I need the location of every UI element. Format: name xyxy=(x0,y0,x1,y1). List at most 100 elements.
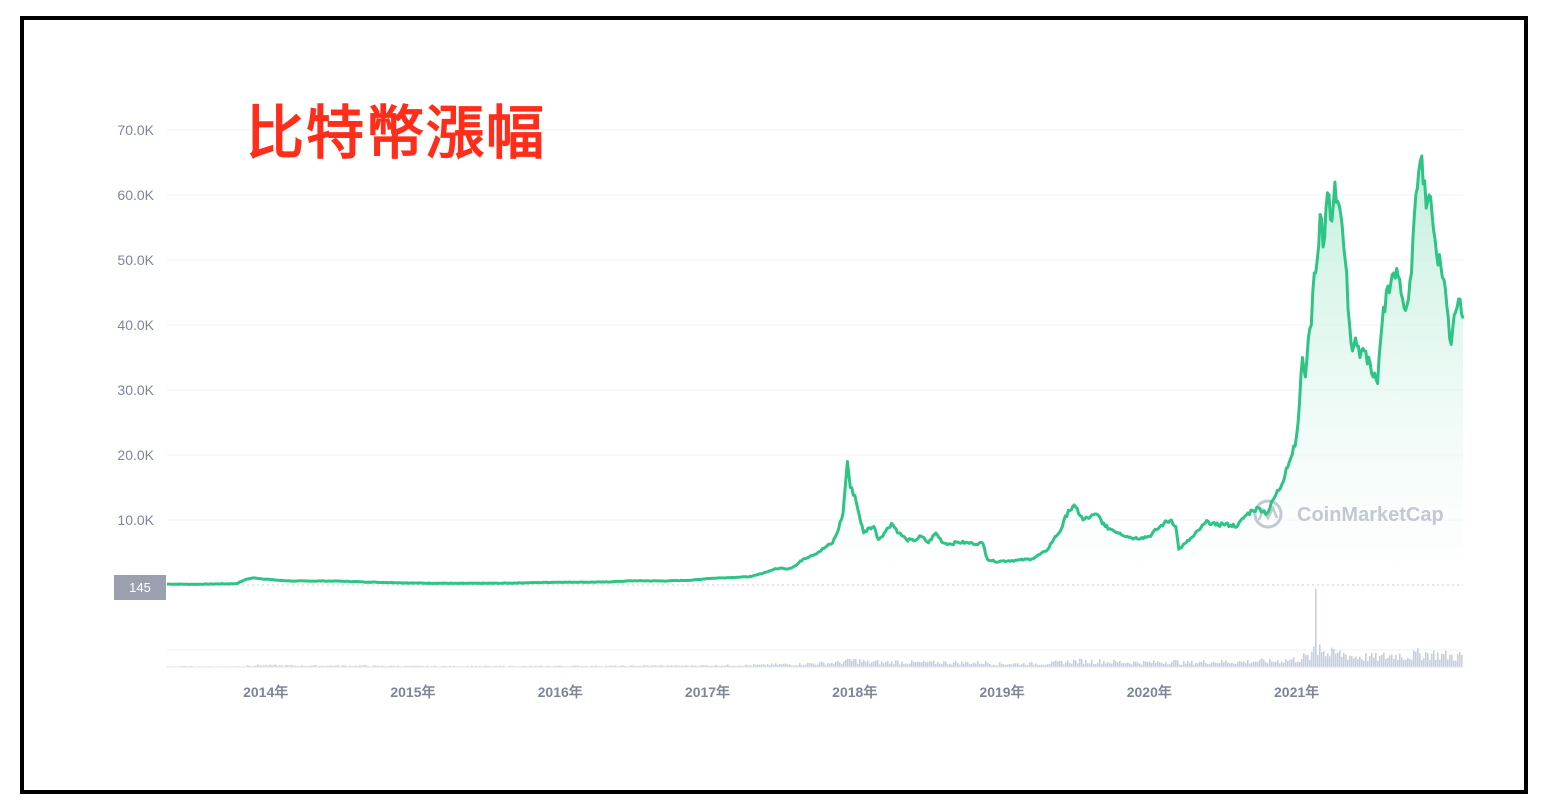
volume-bar xyxy=(1095,664,1097,667)
volume-bar xyxy=(1157,661,1159,667)
volume-bar xyxy=(1253,661,1255,667)
volume-bar xyxy=(1227,662,1229,667)
volume-bar xyxy=(779,663,781,667)
volume-bar xyxy=(1285,659,1287,667)
volume-bar xyxy=(755,664,757,667)
volume-bar xyxy=(1131,664,1133,667)
volume-bar xyxy=(1351,656,1353,667)
volume-bar xyxy=(1333,649,1335,667)
price-area xyxy=(167,156,1463,585)
volume-bar xyxy=(1439,659,1441,667)
volume-bar xyxy=(931,661,933,667)
volume-bar xyxy=(881,661,883,667)
volume-bar xyxy=(791,665,793,667)
volume-bar xyxy=(861,661,863,667)
volume-bar xyxy=(855,658,857,667)
volume-bar xyxy=(409,665,411,667)
volume-bar xyxy=(1399,653,1401,667)
y-tick-label: 10.0K xyxy=(117,512,154,528)
volume-bar xyxy=(531,665,533,667)
volume-bar xyxy=(1055,660,1057,667)
volume-bar xyxy=(1347,659,1349,667)
volume-bar xyxy=(1289,659,1291,667)
volume-bar xyxy=(665,665,667,667)
volume-bar xyxy=(1161,662,1163,667)
volume-bar xyxy=(841,664,843,667)
current-value-label: 145 xyxy=(129,580,151,595)
y-axis: 10.0K 20.0K 30.0K 40.0K 50.0K 60.0K 70.0K xyxy=(117,122,154,528)
volume-bar xyxy=(541,665,543,667)
y-tick-label: 20.0K xyxy=(117,447,154,463)
volume-bar xyxy=(1089,663,1091,667)
volume-bar xyxy=(835,661,837,667)
volume-bar xyxy=(857,663,859,667)
volume-bar xyxy=(1461,654,1463,667)
volume-bar xyxy=(1411,660,1413,667)
volume-bar xyxy=(1307,654,1309,667)
volume-bar xyxy=(629,665,631,667)
volume-bar xyxy=(363,665,365,667)
volume-bar xyxy=(1137,662,1139,667)
volume-bar xyxy=(1051,661,1053,667)
volume-bar xyxy=(1419,653,1421,667)
volume-bar xyxy=(1023,663,1025,667)
chart-title: 比特幣漲幅 xyxy=(246,99,547,167)
volume-bar xyxy=(1073,659,1075,667)
volume-bar xyxy=(377,665,379,667)
volume-bar xyxy=(1031,662,1033,667)
volume-bar xyxy=(411,665,413,667)
volume-bar xyxy=(925,662,927,667)
x-axis: 2014年 2015年 2016年 2017年 2018年 2019年 2020年 2021年 xyxy=(243,684,1319,700)
volume-bar xyxy=(951,664,953,667)
volume-bar xyxy=(991,665,993,667)
volume-bar xyxy=(269,664,271,667)
volume-bar xyxy=(1259,659,1261,667)
volume-bar xyxy=(1099,659,1101,667)
volume-bar xyxy=(993,664,995,667)
volume-bar xyxy=(625,665,627,667)
volume-bar xyxy=(879,664,881,667)
volume-bar xyxy=(255,665,257,667)
volume-bar xyxy=(1429,660,1431,667)
y-tick-label: 30.0K xyxy=(117,382,154,398)
y-tick-label: 60.0K xyxy=(117,187,154,203)
volume-bar xyxy=(1033,664,1035,667)
volume-bar xyxy=(961,661,963,667)
volume-bar xyxy=(773,664,775,667)
volume-bar xyxy=(975,663,977,667)
volume-bar xyxy=(1115,661,1117,667)
volume-bar xyxy=(1451,654,1453,667)
volume-bar xyxy=(1173,660,1175,667)
volume-bar xyxy=(445,665,447,667)
volume-bar xyxy=(1313,646,1315,667)
volume-bar xyxy=(1299,662,1301,667)
volume-bar xyxy=(817,664,819,667)
volume-bar xyxy=(585,665,587,667)
volume-bar xyxy=(1391,654,1393,667)
volume-bar xyxy=(1341,656,1343,667)
volume-bar xyxy=(717,665,719,667)
volume-bar xyxy=(691,665,693,667)
volume-bar xyxy=(707,665,709,667)
volume-bar xyxy=(1297,661,1299,667)
volume-bar xyxy=(913,661,915,667)
volume-bar xyxy=(1207,664,1209,667)
volume-bar xyxy=(849,658,851,667)
volume-bar xyxy=(661,665,663,667)
volume-bar xyxy=(1049,664,1051,667)
volume-bar xyxy=(757,664,759,667)
volume-bar xyxy=(393,665,395,667)
volume-bar xyxy=(257,664,259,667)
volume-bar xyxy=(479,665,481,667)
volume-bar xyxy=(567,665,569,667)
volume-bar xyxy=(783,663,785,667)
volume-bar xyxy=(313,665,315,667)
volume-bar xyxy=(1047,664,1049,667)
volume-bar xyxy=(753,664,755,667)
x-tick-label: 2015年 xyxy=(390,684,435,700)
volume-bar xyxy=(343,665,345,667)
volume-bar xyxy=(259,665,261,667)
volume-bar xyxy=(715,664,717,667)
volume-bar xyxy=(971,663,973,667)
volume-bar xyxy=(1197,663,1199,667)
